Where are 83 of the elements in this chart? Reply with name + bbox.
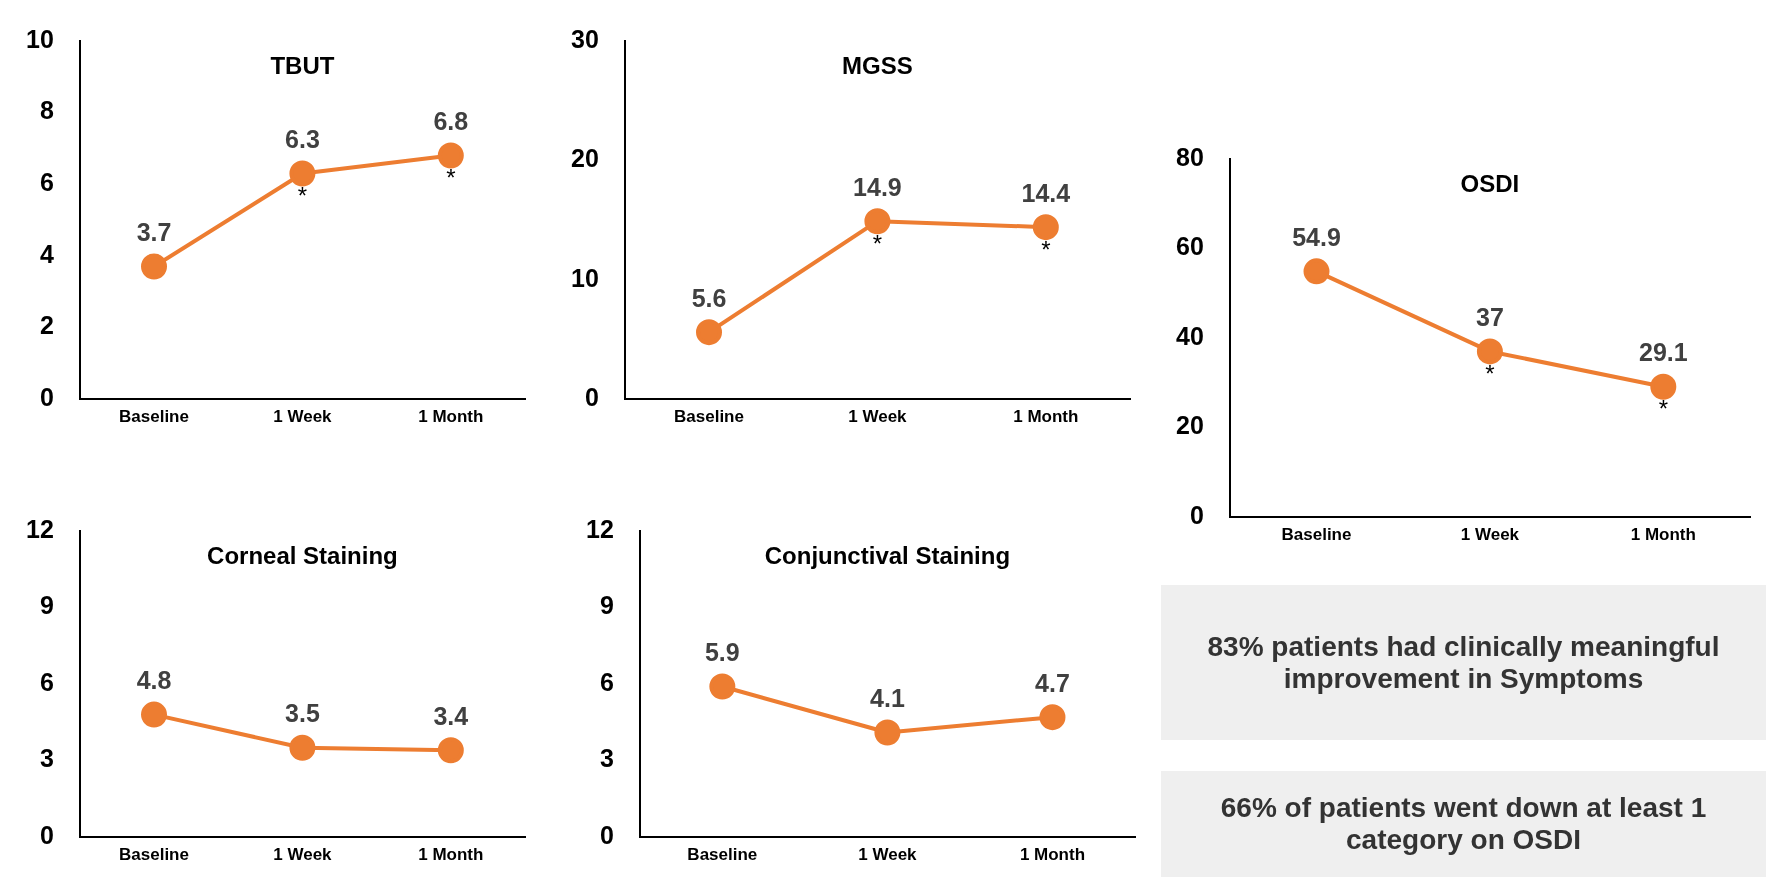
data-label: 3.7 [136,217,172,246]
data-label: 29.1 [1638,338,1688,367]
x-tick-label: Baseline [119,406,189,426]
x-tick-label: 1 Week [273,406,333,426]
point [437,142,464,169]
y-tick-label: 2 [39,311,54,340]
y-tick-label: 8 [39,96,54,125]
annotation: * [1041,235,1051,263]
y-tick-label: 0 [39,382,54,411]
text: MGSS [842,51,913,79]
data-label: 6.8 [433,106,469,135]
data-label: 37 [1476,302,1504,331]
x-tick-label: Baseline [674,406,744,426]
data-label: 3.4 [433,701,469,730]
y-tick-label: 60 [1176,232,1204,261]
x-tick-label: 1 Month [1630,524,1696,544]
y-tick-label: 4 [39,239,54,268]
y-tick-label: 80 [1176,142,1204,171]
x-tick-label: Baseline [119,844,189,864]
y-tick-label: 3 [599,744,614,773]
point [1303,258,1330,285]
y-tick-label: 0 [39,820,54,849]
point [864,208,891,235]
y-tick-label: 0 [1189,500,1204,529]
y-tick-label: 20 [1176,411,1204,440]
y-tick-label: 9 [599,591,614,620]
data-label: 4.7 [1035,668,1070,697]
annotation: * [446,164,456,192]
text: Conjunctival Staining [764,541,1011,569]
y-tick-label: 0 [599,820,614,849]
y-tick-label: 30 [571,24,599,53]
data-label: 3.5 [285,699,320,728]
annotation: * [872,229,883,257]
y-tick-label: 9 [39,591,54,620]
y-tick-label: 6 [39,667,54,696]
y-tick-label: 40 [1176,321,1204,350]
text: 66% of patients went down at least 1 category on OSDI [1161,771,1766,877]
x-tick-label: 1 Week [848,406,908,426]
y-tick-label: 10 [571,263,599,292]
data-label: 14.4 [1021,178,1071,207]
y-tick-label: 20 [571,144,599,173]
text: Corneal Staining [207,541,398,569]
point [1650,373,1677,400]
data-label: 54.9 [1292,222,1341,251]
y-tick-label: 12 [586,514,614,543]
y-tick-label: 6 [39,168,54,197]
y-tick-label: 3 [39,744,54,773]
point [709,673,736,700]
text: TBUT [270,51,335,79]
x-tick-label: 1 Month [418,844,484,864]
annotation: * [1658,395,1668,423]
point [141,701,168,728]
x-tick-label: 1 Month [418,406,484,426]
y-tick-label: 12 [26,514,54,543]
data-label: 4.8 [136,665,172,694]
point [1476,338,1503,365]
point [289,160,316,187]
point [141,253,168,280]
x-tick-label: 1 Month [1019,844,1086,864]
point [874,719,901,746]
point [289,734,316,761]
data-label: 5.6 [691,283,727,312]
x-tick-label: Baseline [687,844,758,864]
point [1032,214,1059,241]
text: OSDI [1460,169,1520,197]
annotation: * [297,182,308,210]
text: 83% patients had clinically meaningful improvement in Symptoms [1161,585,1766,740]
x-tick-label: 1 Week [1460,524,1520,544]
x-tick-label: Baseline [1281,524,1352,544]
x-tick-label: 1 Week [858,844,918,864]
annotation: * [1485,360,1495,388]
data-label: 5.9 [704,637,740,666]
data-label: 14.9 [853,172,902,201]
y-tick-label: 0 [584,382,599,411]
y-tick-label: 6 [599,667,614,696]
data-label: 6.3 [285,124,320,153]
data-label: 4.1 [870,683,905,712]
y-tick-label: 10 [26,24,54,53]
point [1039,704,1066,731]
point [696,319,723,346]
point [437,737,464,764]
x-tick-label: 1 Week [273,844,333,864]
x-tick-label: 1 Month [1013,406,1079,426]
